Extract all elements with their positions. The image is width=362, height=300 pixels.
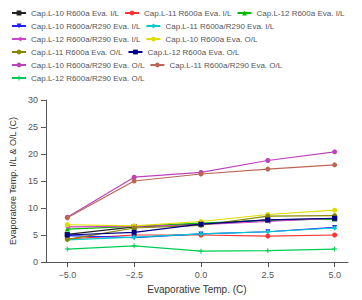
svg-text:Cap.L-12 R600a/R290 Eva. O/L: Cap.L-12 R600a/R290 Eva. O/L — [31, 74, 145, 83]
svg-text:Cap.L-10 R600a/R290 Eva. O/L: Cap.L-10 R600a/R290 Eva. O/L — [31, 61, 145, 70]
svg-text:2.5: 2.5 — [262, 270, 275, 280]
svg-text:10: 10 — [28, 203, 38, 213]
svg-text:−5.0: −5.0 — [58, 270, 76, 280]
svg-text:20: 20 — [28, 149, 38, 159]
svg-text:Cap.L-11 R600a/R290 Eva. O/L: Cap.L-11 R600a/R290 Eva. O/L — [169, 61, 282, 70]
svg-text:30: 30 — [28, 95, 38, 105]
svg-text:−2.5: −2.5 — [125, 270, 143, 280]
svg-text:0: 0 — [33, 257, 38, 267]
svg-text:Cap.L-11 R600a Eva. O/L: Cap.L-11 R600a Eva. O/L — [31, 48, 123, 57]
svg-text:Cap.L-11 R600a Eva. I/L: Cap.L-11 R600a Eva. I/L — [144, 9, 232, 18]
svg-text:5.0: 5.0 — [328, 270, 341, 280]
svg-text:Evaporative Temp. (C): Evaporative Temp. (C) — [147, 284, 246, 295]
svg-text:Cap.L-10 R600a Eva. O/L: Cap.L-10 R600a Eva. O/L — [165, 35, 258, 44]
svg-text:Cap.L-11 R600a/R290 Eva. I/L: Cap.L-11 R600a/R290 Eva. I/L — [165, 22, 274, 31]
svg-text:Cap.L-10 R600a/R290 Eva. I/L: Cap.L-10 R600a/R290 Eva. I/L — [31, 22, 141, 31]
svg-text:Evaporatore Temp. I/L & O/L (C: Evaporatore Temp. I/L & O/L (C) — [8, 117, 18, 245]
svg-text:Cap.L-12 R600a/R290 Eva. I/L: Cap.L-12 R600a/R290 Eva. I/L — [31, 35, 141, 44]
svg-text:25: 25 — [28, 122, 38, 132]
svg-text:5: 5 — [33, 230, 38, 240]
svg-text:15: 15 — [28, 176, 38, 186]
svg-text:Cap.L-12 R600a Eva. I/L: Cap.L-12 R600a Eva. I/L — [257, 9, 346, 18]
svg-text:Cap.L-12 R600a Eva. O/L: Cap.L-12 R600a Eva. O/L — [147, 48, 240, 57]
svg-text:Cap.L-10 R600a Eva. I/L: Cap.L-10 R600a Eva. I/L — [31, 9, 120, 18]
svg-text:0.0: 0.0 — [195, 270, 208, 280]
